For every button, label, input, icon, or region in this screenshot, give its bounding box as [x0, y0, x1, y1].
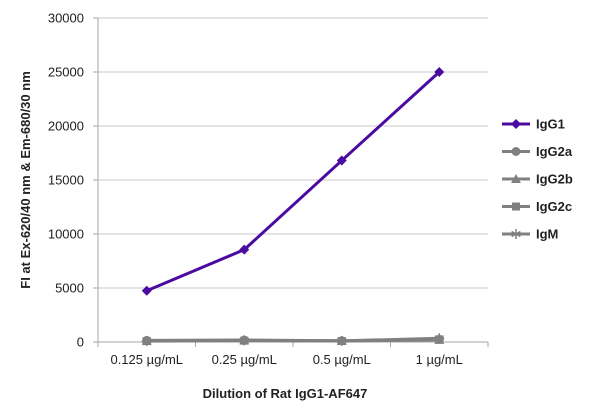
gridlines — [98, 17, 488, 289]
data-point — [336, 155, 347, 166]
y-tick-label: 0 — [77, 335, 84, 350]
y-tick-label: 10000 — [48, 227, 84, 242]
data-point — [434, 67, 445, 77]
legend-label: IgM — [536, 227, 558, 242]
axes — [93, 17, 489, 347]
x-tick-label: 0.25 µg/mL — [212, 352, 277, 367]
legend-item-igg2b: IgG2b — [502, 172, 573, 187]
legend-marker — [511, 229, 521, 239]
legend-label: IgG2c — [536, 199, 572, 214]
legend-label: IgG2a — [536, 144, 573, 159]
x-axis-title: Dilution of Rat IgG1-AF647 — [203, 386, 368, 401]
legend-marker — [511, 174, 521, 183]
y-tick-label: 30000 — [48, 11, 84, 26]
data-point — [142, 335, 152, 345]
legend: IgG1 IgG2a IgG2b IgG2c IgM — [502, 117, 573, 242]
legend-item-igm: IgM — [502, 227, 558, 242]
series-igg2a — [142, 334, 444, 346]
x-tick-label: 1 µg/mL — [416, 352, 463, 367]
y-tick-label: 5000 — [55, 281, 84, 296]
x-tick-labels: 0.125 µg/mL 0.25 µg/mL 0.5 µg/mL 1 µg/mL — [110, 352, 462, 367]
x-tick-label: 0.125 µg/mL — [110, 352, 183, 367]
legend-item-igg2a: IgG2a — [502, 144, 573, 159]
legend-marker — [511, 119, 521, 129]
data-point — [141, 285, 152, 296]
legend-label: IgG1 — [536, 117, 565, 132]
series-line — [146, 70, 441, 293]
y-tick-label: 20000 — [48, 119, 84, 134]
legend-marker — [512, 202, 520, 211]
series-line — [146, 337, 440, 343]
legend-label: IgG2b — [536, 172, 573, 187]
y-tick-label: 25000 — [48, 65, 84, 80]
legend-item-igg1: IgG1 — [502, 117, 565, 132]
data-point — [434, 334, 444, 344]
data-point — [239, 244, 250, 255]
legend-item-igg2c: IgG2c — [502, 199, 572, 214]
y-tick-label: 15000 — [48, 173, 84, 188]
legend-marker — [511, 147, 521, 156]
data-point — [337, 336, 347, 346]
y-axis-title: FI at Ex-620/40 nm & Em-680/30 nm — [18, 71, 33, 288]
x-tick-label: 0.5 µg/mL — [313, 352, 371, 367]
series-igg1 — [141, 67, 445, 296]
data-series — [141, 67, 445, 346]
y-tick-labels: 0 5000 10000 15000 20000 25000 30000 — [48, 11, 84, 350]
data-point — [239, 335, 249, 345]
